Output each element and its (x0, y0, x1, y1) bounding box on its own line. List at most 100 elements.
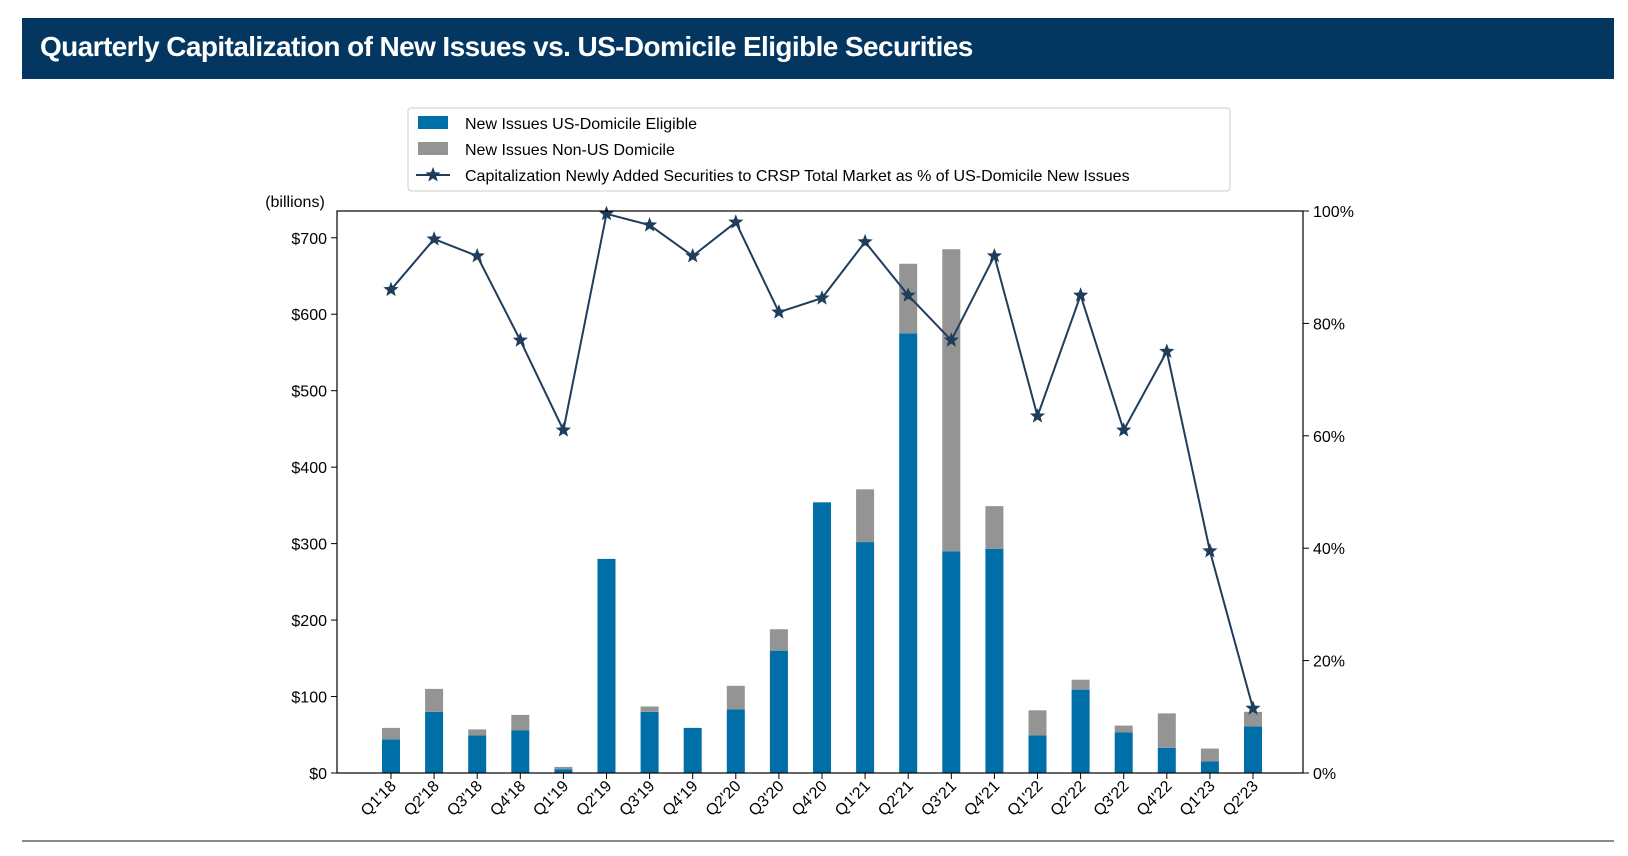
star-marker (685, 247, 701, 263)
legend-swatch-us-eligible (418, 116, 448, 129)
x-tick-label: Q2'23 (1220, 778, 1262, 820)
bar-non-us (511, 714, 530, 731)
bar-us-eligible (813, 502, 831, 773)
x-tick-label: Q2'18 (401, 778, 443, 820)
bar-us-eligible (1157, 747, 1176, 773)
star-marker (598, 205, 615, 221)
bar-non-us (769, 629, 788, 651)
x-tick-label: Q3'22 (1091, 778, 1133, 820)
y-tick-label: $200 (291, 613, 327, 630)
bar-us-eligible (899, 333, 918, 773)
legend-label-crsp-pct: Capitalization Newly Added Securities to… (465, 168, 1130, 185)
star-marker (900, 287, 916, 302)
bar-us-eligible (1244, 726, 1262, 773)
bar-us-eligible (511, 730, 530, 773)
bar-non-us (1244, 711, 1262, 727)
legend-swatch-non-us (418, 142, 448, 155)
plot-frame (336, 210, 1304, 774)
star-marker (728, 214, 744, 229)
star-marker (1116, 422, 1132, 437)
x-tick-label: Q4'19 (660, 778, 702, 820)
page-title: Quarterly Capitalization of New Issues v… (40, 31, 973, 62)
bar-us-eligible (769, 650, 788, 773)
star-marker (814, 290, 830, 305)
star-marker (512, 332, 528, 347)
star-marker (1202, 543, 1218, 558)
legend-label-non-us: New Issues Non-US Domicile (465, 142, 675, 159)
y-tick-label: $700 (291, 231, 327, 248)
y-tick-label: $300 (291, 537, 327, 554)
x-tick-label: Q3'20 (746, 778, 788, 820)
bar-non-us (640, 706, 659, 712)
y-tick-label: $600 (291, 307, 327, 324)
y-tick-label: $0 (309, 766, 327, 783)
y-tick-label: $500 (291, 384, 327, 401)
x-tick-label: Q4'21 (961, 778, 1003, 820)
y-unit-label: (billions) (265, 194, 325, 211)
star-marker (555, 422, 572, 437)
bar-us-eligible (856, 542, 875, 773)
x-tick-label: Q2'19 (573, 778, 615, 820)
footer-divider (22, 840, 1614, 842)
x-tick-label: Q3'18 (444, 778, 486, 820)
x-tick-label: Q2'21 (875, 778, 917, 820)
bar-us-eligible (985, 548, 1004, 773)
bar-non-us (942, 249, 961, 552)
bar-non-us (856, 489, 875, 543)
bar-us-eligible (1114, 732, 1133, 773)
bar-us-eligible (468, 735, 487, 773)
x-tick-label: Q1'22 (1004, 778, 1046, 820)
bar-non-us (1157, 713, 1176, 748)
x-tick-label: Q1'18 (358, 778, 400, 820)
x-tick-label: Q4'18 (487, 778, 529, 820)
x-tick-label: Q3'21 (918, 778, 960, 820)
x-tick-label: Q1'23 (1177, 778, 1219, 820)
bar-non-us (1114, 725, 1133, 733)
title-banner: Quarterly Capitalization of New Issues v… (22, 18, 1614, 79)
star-marker (771, 304, 787, 319)
star-marker (1072, 287, 1089, 302)
bar-us-eligible (726, 709, 745, 773)
legend-label-us-eligible: New Issues US-Domicile Eligible (465, 116, 697, 133)
bar-non-us (1028, 710, 1047, 736)
bar-non-us (985, 506, 1004, 549)
star-marker (426, 231, 442, 246)
bar-us-eligible (942, 551, 961, 773)
star-marker (857, 233, 873, 249)
star-marker (986, 247, 1003, 263)
bar-us-eligible (640, 711, 659, 773)
bar-non-us (382, 727, 400, 740)
y2-tick-label: 0% (1313, 766, 1336, 783)
y-tick-label: $400 (291, 460, 327, 477)
bar-non-us (554, 766, 573, 770)
star-marker (943, 332, 959, 347)
bar-us-eligible (1071, 689, 1090, 773)
bar-us-eligible (554, 769, 573, 773)
y-tick-label: $100 (291, 690, 327, 707)
legend-star-marker (425, 167, 441, 182)
x-tick-label: Q4'22 (1134, 778, 1176, 820)
bar-non-us (726, 685, 745, 710)
y2-tick-label: 100% (1313, 204, 1354, 221)
y2-tick-label: 60% (1313, 429, 1345, 446)
x-tick-label: Q2'20 (703, 778, 745, 820)
star-marker (383, 281, 399, 297)
star-marker (641, 217, 658, 232)
bar-non-us (1200, 748, 1219, 762)
star-marker (1159, 343, 1175, 358)
bar-us-eligible (683, 727, 702, 773)
y2-tick-label: 20% (1313, 654, 1345, 671)
bar-non-us (1071, 679, 1090, 690)
star-marker (1245, 700, 1261, 715)
y2-tick-label: 80% (1313, 316, 1345, 333)
bar-non-us (468, 729, 487, 736)
bar-non-us (425, 688, 444, 712)
bar-us-eligible (597, 558, 616, 773)
x-tick-label: Q4'20 (789, 778, 831, 820)
x-tick-label: Q2'22 (1048, 778, 1090, 820)
bar-us-eligible (1028, 735, 1047, 773)
x-tick-label: Q3'19 (617, 778, 659, 820)
star-marker (469, 247, 485, 263)
x-tick-label: Q1'21 (832, 778, 874, 820)
